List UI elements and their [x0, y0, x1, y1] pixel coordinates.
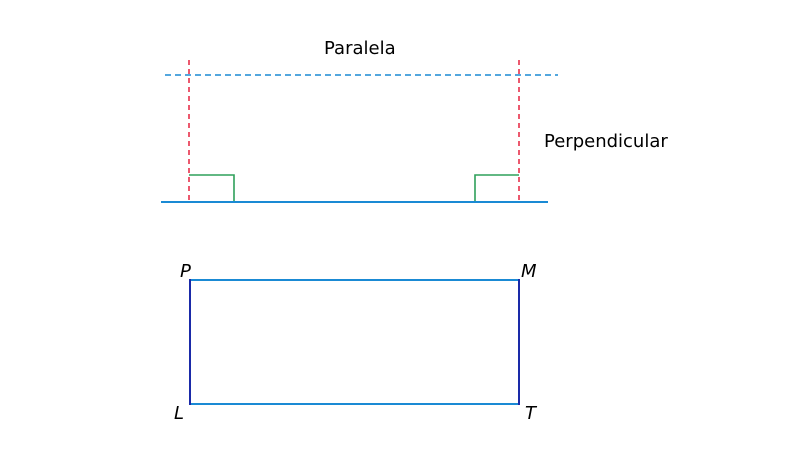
vertex-label-l: L [174, 403, 184, 424]
parallel-perpendicular-construction: Paralela Perpendicular [161, 38, 668, 203]
perpendicular-label: Perpendicular [544, 131, 668, 152]
right-angle-mark-left [189, 174, 235, 202]
vertex-label-m: M [521, 261, 537, 282]
right-angle-mark-right [474, 174, 519, 202]
vertex-label-t: T [525, 403, 538, 424]
vertex-label-p: P [180, 261, 191, 282]
rectangle-pmtl: P M L T [174, 261, 538, 424]
parallel-label: Paralela [324, 38, 396, 59]
